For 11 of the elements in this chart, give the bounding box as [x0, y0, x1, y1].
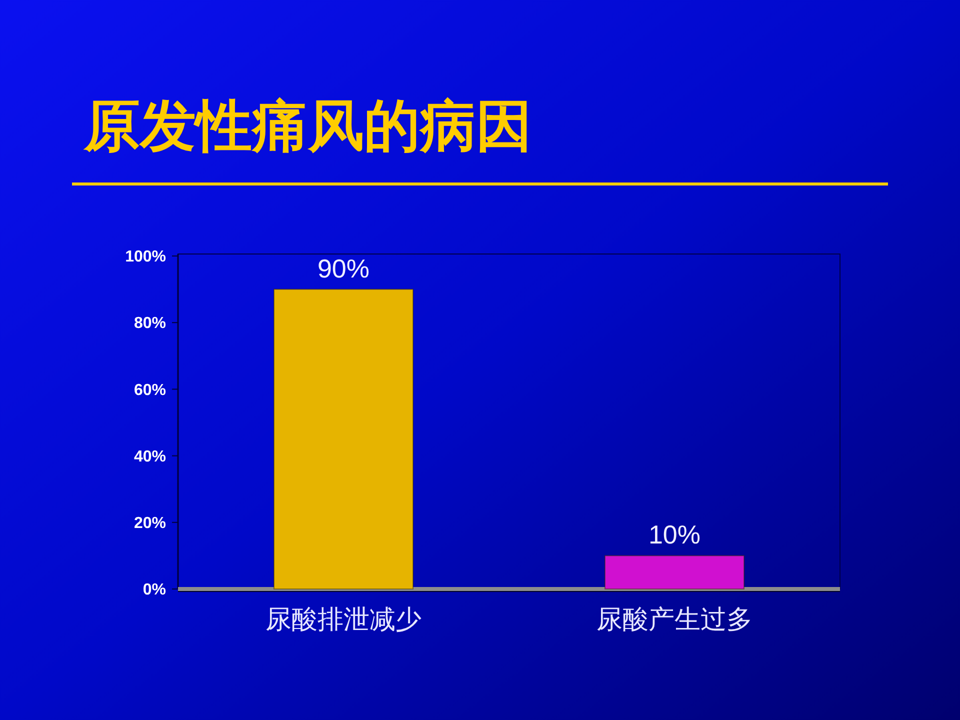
y-tick-label: 80%: [134, 315, 166, 332]
data-label: 90%: [317, 253, 370, 284]
y-tick-label: 40%: [134, 448, 166, 466]
x-tick-label: 尿酸产生过多: [596, 604, 752, 634]
y-tick-label: 20%: [134, 515, 166, 532]
data-label: 10%: [648, 520, 701, 550]
y-tick-label: 0%: [142, 582, 166, 599]
x-tick-label: 尿酸排泄减少: [266, 604, 422, 634]
y-tick-label: 100%: [125, 248, 166, 266]
chart-title: 原发性痛风的病因: [83, 94, 532, 157]
y-tick-label: 60%: [134, 382, 166, 399]
